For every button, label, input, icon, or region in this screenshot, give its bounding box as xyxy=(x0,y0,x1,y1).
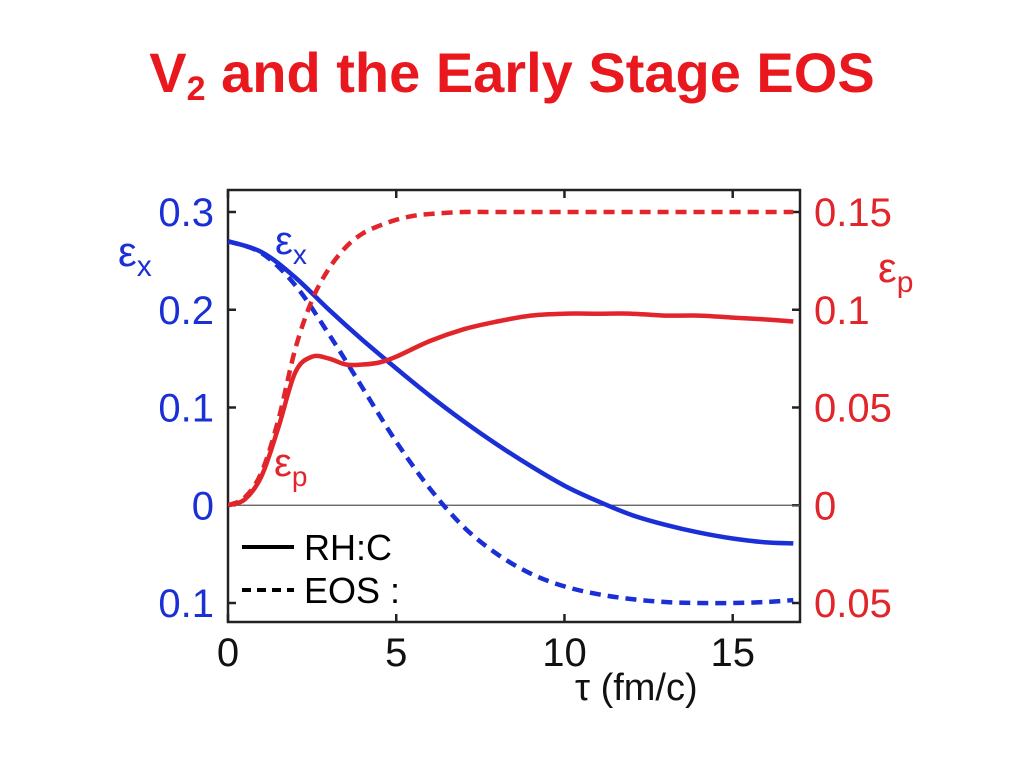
y-left-tick-label: 0.3 xyxy=(158,191,214,235)
x-tick-label: 15 xyxy=(710,631,755,675)
series-layer xyxy=(228,209,794,606)
y-left-axis-label: εx xyxy=(118,228,152,283)
y-right-axis-label: εp xyxy=(878,244,913,299)
y-left-tick-label: 0.1 xyxy=(158,582,214,626)
y-right-tick-label: 0.15 xyxy=(814,191,892,235)
title-subscript: 2 xyxy=(186,70,206,108)
title-letter: V xyxy=(149,41,187,104)
series-left-solid xyxy=(228,239,794,546)
y-right-symbol: ε xyxy=(878,244,897,291)
slide-title: V2 and the Early Stage EOS xyxy=(0,42,1024,108)
annotation-epsilon-x: εx xyxy=(275,219,307,270)
annotation-epsilon-p-symbol: ε xyxy=(274,441,292,485)
legend-label-solid: RH:C xyxy=(304,527,392,568)
y-left-tick-label: 0.1 xyxy=(158,387,214,431)
legend: RH:C EOS : xyxy=(242,527,400,611)
x-tick-label: 5 xyxy=(385,631,407,675)
tick-marks xyxy=(226,190,800,622)
series-right-solid xyxy=(228,311,794,508)
annotation-epsilon-p-subscript: p xyxy=(292,461,308,492)
y-left-symbol: ε xyxy=(118,228,137,275)
y-right-subscript: p xyxy=(897,266,914,299)
y-right-tick-label: 0.05 xyxy=(814,582,892,626)
x-tick-label: 0 xyxy=(217,631,239,675)
y-right-tick-label: 0.1 xyxy=(814,289,870,333)
y-right-tick-label: 0.05 xyxy=(814,387,892,431)
x-axis-label: τ (fm/c) xyxy=(575,667,698,709)
x-tick-label: 10 xyxy=(542,631,587,675)
y-left-tick-label: 0.2 xyxy=(158,289,214,333)
title-rest: and the Early Stage EOS xyxy=(205,41,875,104)
annotation-epsilon-p: εp xyxy=(274,441,307,492)
y-right-tick-label: 0 xyxy=(814,484,836,528)
legend-label-dashed: EOS : xyxy=(304,570,400,611)
plot-frame xyxy=(226,188,802,624)
series-right-dashed xyxy=(228,209,794,508)
y-left-tick-label: 0 xyxy=(192,484,214,528)
series-left-dashed xyxy=(228,239,794,606)
annotation-epsilon-x-symbol: ε xyxy=(275,219,293,263)
annotation-epsilon-x-subscript: x xyxy=(293,239,307,270)
y-left-subscript: x xyxy=(137,250,152,283)
